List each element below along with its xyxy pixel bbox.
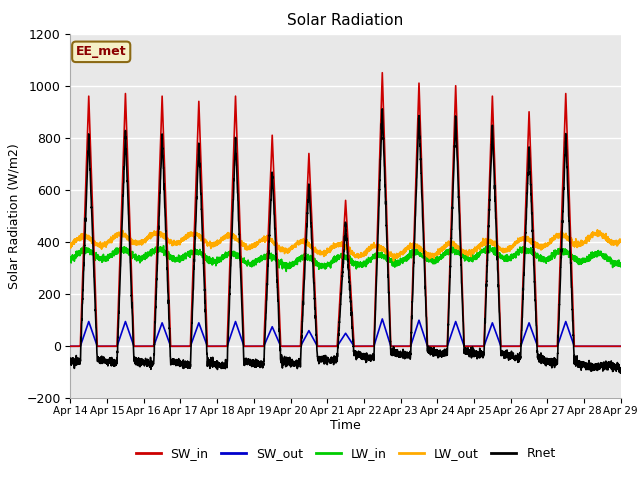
Title: Solar Radiation: Solar Radiation [287,13,404,28]
Text: EE_met: EE_met [76,45,127,59]
Legend: SW_in, SW_out, LW_in, LW_out, Rnet: SW_in, SW_out, LW_in, LW_out, Rnet [131,442,561,465]
Y-axis label: Solar Radiation (W/m2): Solar Radiation (W/m2) [8,143,20,289]
X-axis label: Time: Time [330,419,361,432]
